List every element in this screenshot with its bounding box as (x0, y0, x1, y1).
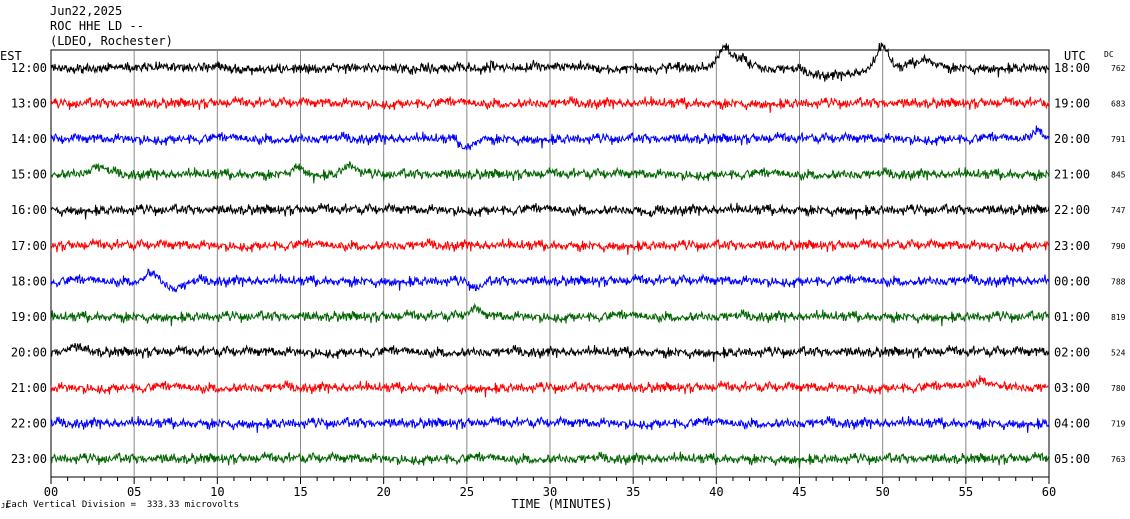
utc-label: 20:00 (1054, 132, 1090, 146)
x-tick-label: 45 (792, 485, 806, 499)
est-label: 21:00 (11, 381, 47, 395)
est-label: 22:00 (11, 417, 47, 431)
est-label: 16:00 (11, 203, 47, 217)
dc-value: 683 (1111, 100, 1126, 109)
scale-note: Each Vertical Division = 333.33 microvol… (6, 500, 239, 510)
x-tick-label: 50 (875, 485, 889, 499)
est-label: 19:00 (11, 310, 47, 324)
est-label: 13:00 (11, 97, 47, 111)
utc-label: 18:00 (1054, 61, 1090, 75)
dc-value: 747 (1111, 206, 1126, 215)
seismic-trace (50, 237, 1050, 256)
trace-row (50, 237, 1050, 256)
dc-header: DC (1104, 50, 1114, 59)
footer-mark: JL (1, 502, 10, 510)
x-tick-label: 05 (127, 485, 141, 499)
seismic-trace (50, 161, 1050, 184)
header-station: ROC HHE LD -- (50, 19, 144, 33)
trace-row (50, 202, 1050, 220)
x-tick-label: 55 (959, 485, 973, 499)
x-tick-label: 30 (543, 485, 557, 499)
header-date: Jun22,2025 (50, 4, 123, 18)
seismic-trace (50, 96, 1050, 113)
header-network: (LDEO, Rochester) (50, 34, 173, 48)
x-tick-label: 25 (460, 485, 474, 499)
utc-label: 19:00 (1054, 97, 1090, 111)
x-tick-label: 20 (376, 485, 390, 499)
utc-label: 00:00 (1054, 274, 1090, 288)
dc-value: 762 (1111, 64, 1126, 73)
est-label: 12:00 (11, 61, 47, 75)
seismic-trace (50, 42, 1050, 82)
utc-label: 21:00 (1054, 168, 1090, 182)
x-tick-label: 35 (626, 485, 640, 499)
trace-row (50, 415, 1050, 433)
dc-value: 780 (1111, 384, 1126, 393)
utc-label: 03:00 (1054, 381, 1090, 395)
trace-row (50, 96, 1050, 113)
trace-row (50, 125, 1050, 151)
utc-label: 01:00 (1054, 310, 1090, 324)
seismic-trace (50, 415, 1050, 433)
x-tick-label: 60 (1042, 485, 1056, 499)
seismic-trace (51, 302, 1050, 327)
utc-label: 22:00 (1054, 203, 1090, 217)
seismic-trace (50, 125, 1050, 151)
dc-value: 524 (1111, 348, 1126, 357)
seismic-trace (50, 268, 1050, 293)
est-label: 20:00 (11, 345, 47, 359)
trace-row (50, 161, 1050, 184)
right-axis-label: UTC (1064, 49, 1086, 63)
utc-label: 02:00 (1054, 345, 1090, 359)
seismic-trace (50, 450, 1050, 469)
dc-value: 819 (1111, 313, 1126, 322)
est-label: 17:00 (11, 239, 47, 253)
dc-value: 763 (1111, 455, 1126, 464)
dc-value: 788 (1111, 277, 1126, 286)
trace-row (50, 342, 1050, 362)
seismic-trace (50, 342, 1050, 362)
left-axis-label: EST (0, 49, 22, 63)
x-tick-label: 10 (210, 485, 224, 499)
seismic-trace (50, 202, 1050, 220)
est-label: 14:00 (11, 132, 47, 146)
trace-row (50, 42, 1050, 82)
x-axis-label: TIME (MINUTES) (511, 497, 612, 511)
dc-value: 791 (1111, 135, 1126, 144)
x-tick-label: 40 (709, 485, 723, 499)
est-label: 15:00 (11, 168, 47, 182)
trace-row (51, 302, 1050, 327)
trace-row (50, 268, 1050, 293)
x-tick-label: 15 (293, 485, 307, 499)
seismic-trace (50, 375, 1050, 398)
utc-label: 23:00 (1054, 239, 1090, 253)
dc-value: 719 (1111, 420, 1126, 429)
x-tick-label: 00 (44, 485, 58, 499)
utc-label: 05:00 (1054, 452, 1090, 466)
est-label: 23:00 (11, 452, 47, 466)
dc-value: 845 (1111, 171, 1126, 180)
dc-value: 790 (1111, 242, 1126, 251)
trace-row (50, 450, 1050, 469)
utc-label: 04:00 (1054, 417, 1090, 431)
trace-row (50, 375, 1050, 398)
est-label: 18:00 (11, 274, 47, 288)
